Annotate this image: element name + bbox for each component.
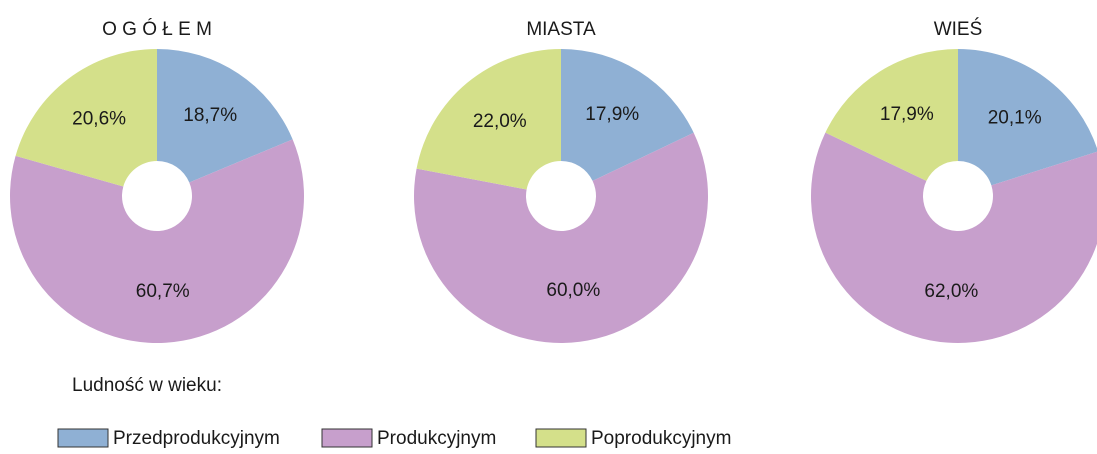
legend-label: Poprodukcyjnym bbox=[591, 428, 731, 449]
legend-swatch bbox=[321, 428, 373, 448]
data-label: 20,1% bbox=[988, 108, 1042, 129]
donut-slice bbox=[958, 49, 1097, 186]
donut-slice bbox=[811, 132, 1097, 343]
chart-title: WIEŚ bbox=[934, 18, 983, 40]
donut-slice bbox=[157, 49, 293, 183]
donut-slice bbox=[10, 139, 305, 343]
donut-slice bbox=[561, 49, 694, 181]
chart-title: MIASTA bbox=[526, 19, 596, 40]
data-label: 17,9% bbox=[585, 104, 639, 125]
donut-slice bbox=[413, 132, 708, 343]
legend-swatch bbox=[535, 428, 587, 448]
donut-slice bbox=[825, 48, 958, 181]
donut-slice bbox=[416, 48, 561, 190]
data-label: 60,0% bbox=[546, 280, 600, 301]
legend-label: Produkcyjnym bbox=[377, 428, 496, 449]
legend-label: Przedprodukcyjnym bbox=[113, 428, 280, 449]
legend-title: Ludność w wieku: bbox=[72, 375, 222, 396]
chart-title: O G Ó Ł E M bbox=[102, 18, 212, 40]
data-label: 62,0% bbox=[924, 281, 978, 302]
data-label: 22,0% bbox=[473, 111, 527, 132]
data-label: 18,7% bbox=[183, 105, 237, 126]
data-label: 17,9% bbox=[880, 104, 934, 125]
data-label: 20,6% bbox=[72, 108, 126, 129]
legend-swatch bbox=[57, 428, 109, 448]
donut-slice bbox=[15, 49, 157, 187]
data-label: 60,7% bbox=[136, 281, 190, 302]
